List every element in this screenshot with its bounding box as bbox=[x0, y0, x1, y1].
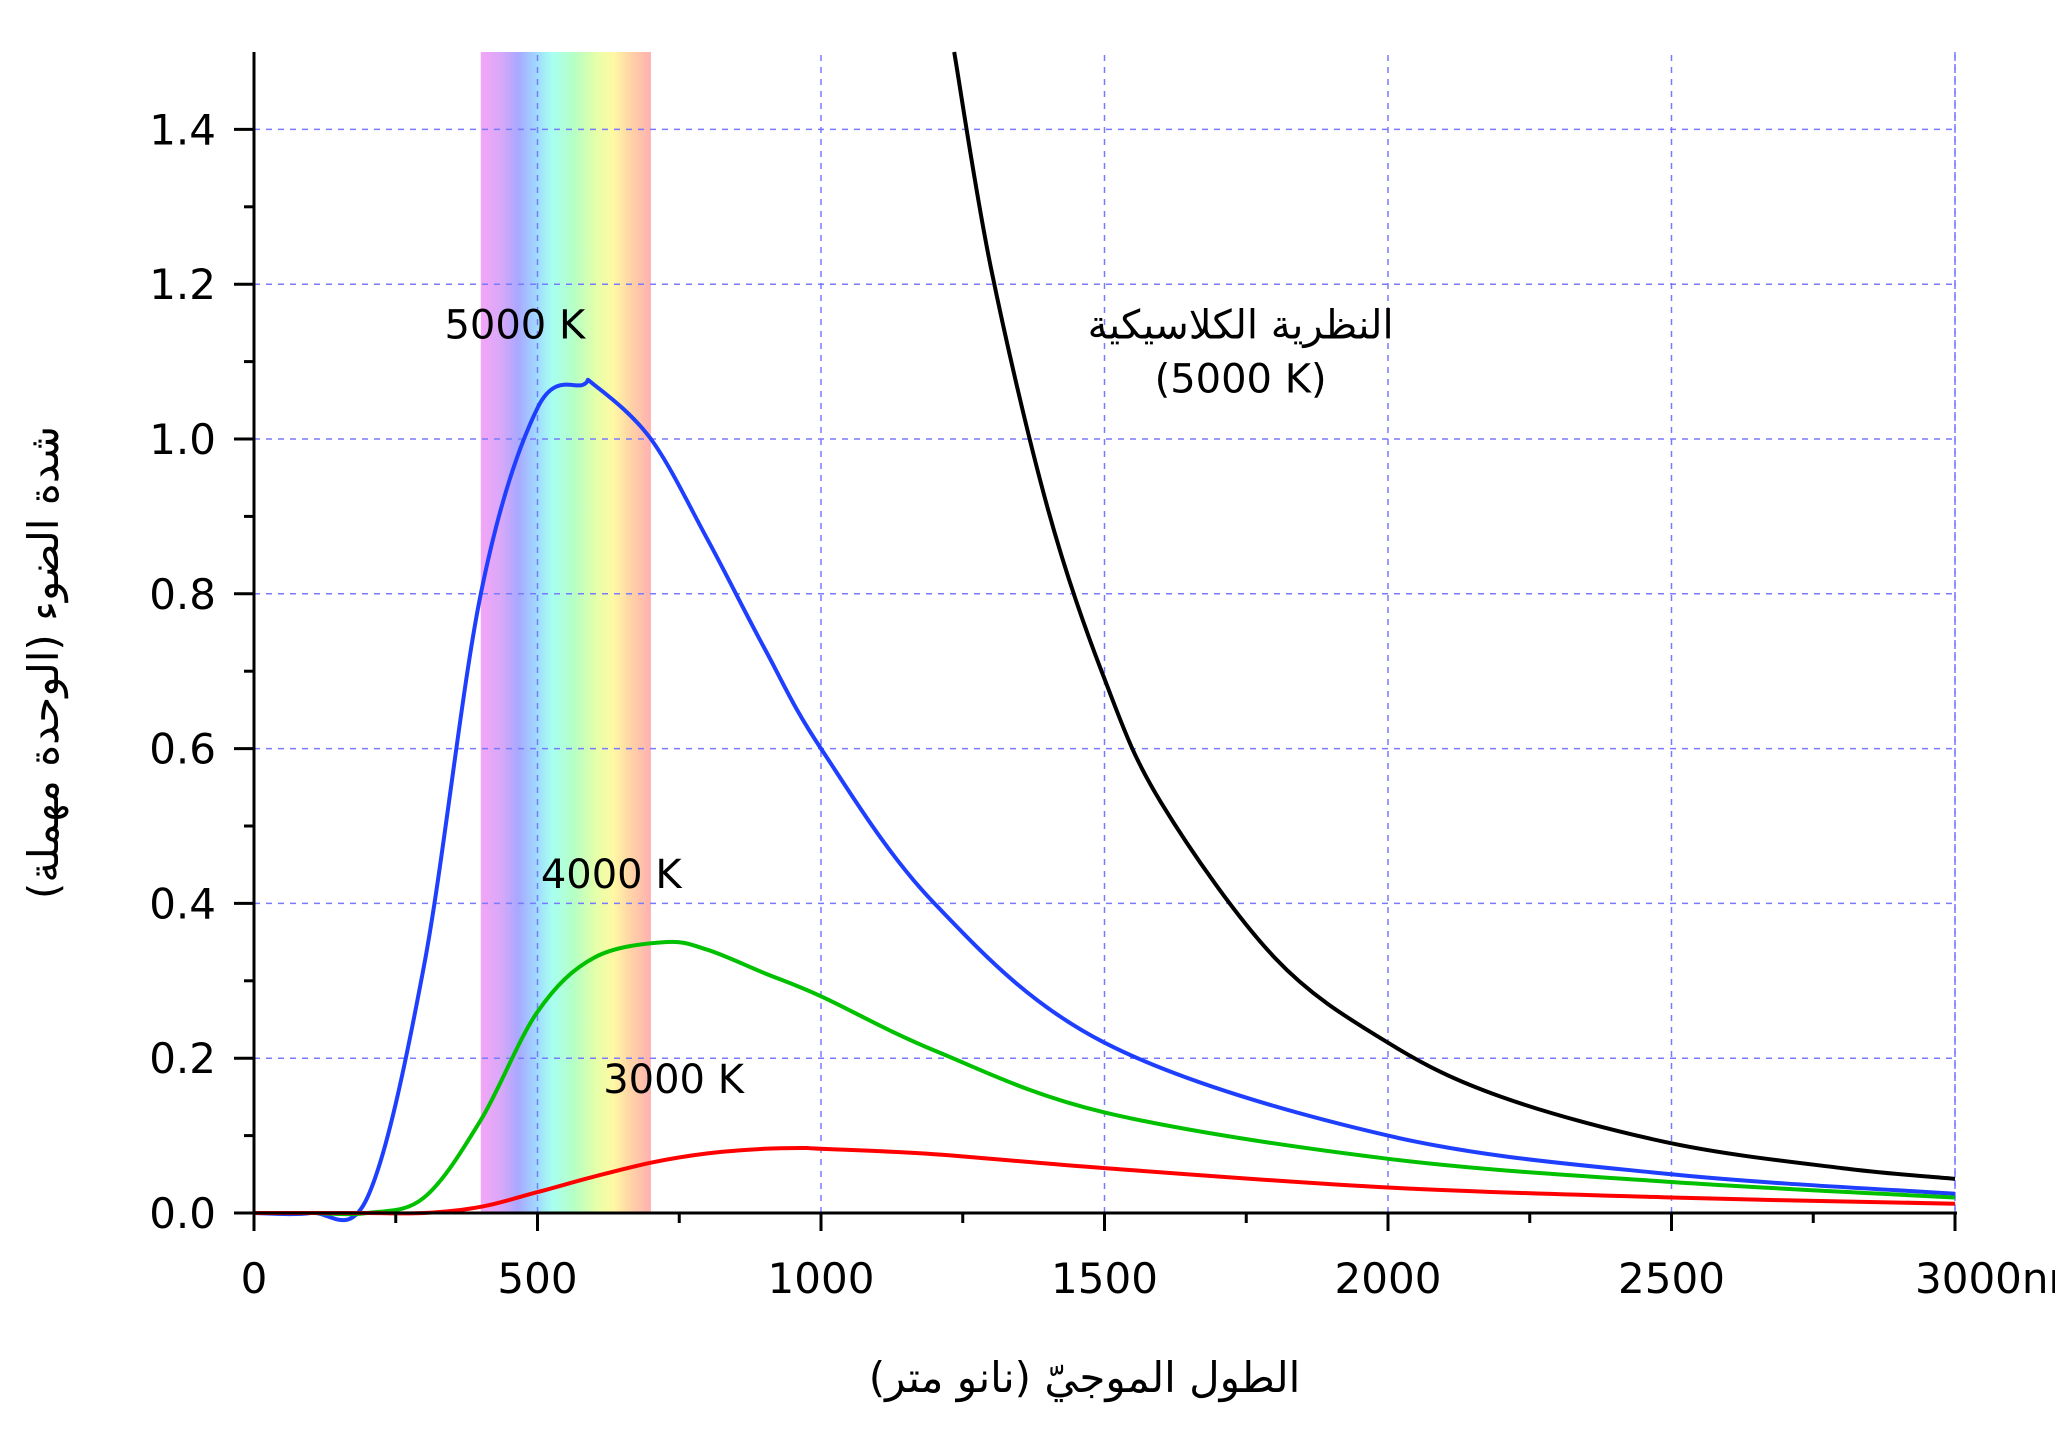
y-tick-label: 1.0 bbox=[149, 415, 216, 464]
annotation-1: 5000 K bbox=[444, 302, 587, 348]
series-line-1 bbox=[253, 377, 1956, 1223]
x-tick-label: 3000nm bbox=[1915, 1254, 2055, 1303]
annotation-3: 3000 K bbox=[603, 1057, 746, 1103]
x-tick-label: 1000 bbox=[768, 1254, 875, 1303]
y-tick-label: 0.6 bbox=[149, 725, 216, 774]
y-tick-label: 0.0 bbox=[149, 1189, 216, 1238]
x-tick-label: 0 bbox=[241, 1254, 268, 1303]
annotation-2: 4000 K bbox=[541, 852, 684, 898]
visible-spectrum-band bbox=[480, 52, 651, 1213]
series-line-2 bbox=[254, 939, 1956, 1217]
y-tick-label: 0.8 bbox=[149, 570, 216, 619]
annotation-4: النظرية الكلاسيكية bbox=[1088, 302, 1394, 348]
series-line-4 bbox=[952, 51, 1956, 1181]
y-tick-label: 0.2 bbox=[149, 1034, 216, 1083]
y-tick-label: 0.4 bbox=[149, 879, 216, 928]
x-tick-label: 500 bbox=[497, 1254, 577, 1303]
y-tick-label: 1.4 bbox=[149, 105, 216, 154]
y-axis-title: شدة الضوء (الوحدة مهملة) bbox=[19, 426, 69, 899]
x-tick-label: 1500 bbox=[1051, 1254, 1158, 1303]
annotation-5: (5000 K) bbox=[1155, 357, 1327, 403]
x-tick-label: 2500 bbox=[1618, 1254, 1725, 1303]
x-tick-label: 2000 bbox=[1335, 1254, 1442, 1303]
y-tick-label: 1.2 bbox=[149, 260, 216, 309]
x-axis-title: الطول الموجيّ (نانو متر) bbox=[869, 1353, 1301, 1403]
